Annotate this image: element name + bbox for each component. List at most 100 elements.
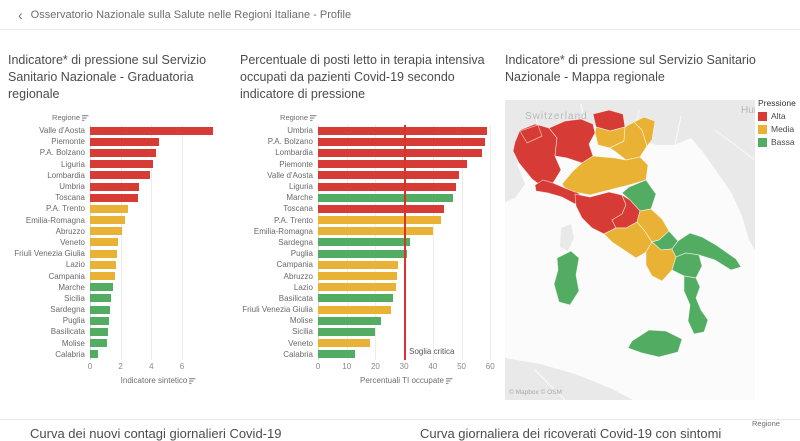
ranking-column-header[interactable]: Regione	[8, 113, 90, 122]
row-label[interactable]: Valle d'Aosta	[39, 126, 85, 136]
row-label[interactable]: Sicilia	[292, 327, 313, 337]
row-label[interactable]: Emilia-Romagna	[253, 226, 313, 236]
bar[interactable]	[318, 350, 356, 359]
bar[interactable]	[90, 193, 138, 202]
row-label[interactable]: Veneto	[288, 338, 313, 348]
row-label[interactable]: Umbria	[59, 182, 85, 192]
row-label[interactable]: Marche	[286, 193, 313, 203]
bar[interactable]	[90, 272, 115, 281]
bar[interactable]	[90, 148, 156, 157]
map-region-sardegna[interactable]	[553, 250, 580, 306]
sort-icon[interactable]	[445, 377, 454, 385]
legend-item[interactable]: Bassa	[758, 137, 800, 147]
row-label[interactable]: P.A. Trento	[46, 204, 85, 214]
row-label[interactable]: Veneto	[60, 237, 85, 247]
bar[interactable]	[318, 238, 410, 247]
bar[interactable]	[318, 182, 456, 191]
bar[interactable]	[318, 160, 468, 169]
sort-icon[interactable]	[310, 114, 318, 122]
bar[interactable]	[318, 227, 433, 236]
bar[interactable]	[318, 126, 488, 135]
row-label[interactable]: Molise	[61, 338, 85, 348]
bar[interactable]	[318, 305, 392, 314]
bar[interactable]	[318, 339, 370, 348]
bar[interactable]	[90, 249, 117, 258]
row-label[interactable]: Lazio	[65, 260, 85, 270]
row-label[interactable]: Toscana	[283, 204, 313, 214]
row-label[interactable]: Umbria	[287, 126, 313, 136]
bar[interactable]	[90, 339, 107, 348]
bar[interactable]	[90, 216, 126, 225]
bar[interactable]	[318, 216, 442, 225]
row-label[interactable]: Friuli Venezia Giulia	[242, 305, 313, 315]
row-label[interactable]: Basilicata	[278, 293, 313, 303]
icu-column-header[interactable]: Regione	[240, 113, 318, 122]
bar[interactable]	[318, 283, 396, 292]
bar[interactable]	[90, 294, 112, 303]
bar[interactable]	[318, 316, 382, 325]
bar[interactable]	[90, 171, 150, 180]
bar[interactable]	[318, 137, 485, 146]
bar[interactable]	[90, 350, 98, 359]
map-region-lombardia[interactable]	[548, 118, 596, 164]
row-label[interactable]: Puglia	[62, 316, 85, 326]
row-label[interactable]: Toscana	[55, 193, 85, 203]
map-region-calabria[interactable]	[683, 275, 709, 335]
sort-icon[interactable]	[82, 114, 90, 122]
bar[interactable]	[90, 238, 118, 247]
map-region-emilia-romagna[interactable]	[561, 155, 649, 196]
row-label[interactable]: Abruzzo	[283, 271, 313, 281]
critical-threshold-line[interactable]	[404, 125, 407, 361]
row-label[interactable]: Basilicata	[50, 327, 85, 337]
bar[interactable]	[90, 305, 110, 314]
row-label[interactable]: P.A. Bolzano	[267, 137, 313, 147]
row-label[interactable]: Friuli Venezia Giulia	[14, 249, 85, 259]
bar[interactable]	[318, 148, 482, 157]
icu-axis-label[interactable]: Percentuali TI occupate	[318, 376, 496, 385]
bar[interactable]	[90, 260, 117, 269]
row-label[interactable]: Liguria	[288, 182, 313, 192]
row-label[interactable]: Lombardia	[47, 170, 85, 180]
row-label[interactable]: Abruzzo	[55, 226, 85, 236]
row-label[interactable]: Liguria	[60, 159, 85, 169]
bar[interactable]	[318, 193, 453, 202]
bar[interactable]	[90, 182, 140, 191]
row-label[interactable]: Sardegna	[50, 305, 85, 315]
row-label[interactable]: Sicilia	[64, 293, 85, 303]
row-label[interactable]: Lombardia	[275, 148, 313, 158]
bar[interactable]	[90, 327, 109, 336]
legend-item[interactable]: Media	[758, 124, 800, 134]
row-label[interactable]: Calabria	[55, 349, 85, 359]
row-label[interactable]: Calabria	[283, 349, 313, 359]
row-label[interactable]: Puglia	[290, 249, 313, 259]
bar[interactable]	[90, 137, 159, 146]
row-label[interactable]: Campania	[276, 260, 313, 270]
bar[interactable]	[90, 283, 113, 292]
map-region-friuli-venezia-giulia[interactable]	[633, 116, 656, 147]
row-label[interactable]: Campania	[48, 271, 85, 281]
row-label[interactable]: Piemonte	[51, 137, 85, 147]
ranking-axis-label[interactable]: Indicatore sintetico	[90, 376, 228, 385]
row-label[interactable]: Lazio	[293, 282, 313, 292]
map-region-basilicata[interactable]	[671, 252, 703, 279]
row-label[interactable]: Valle d'Aosta	[267, 170, 313, 180]
legend-item[interactable]: Alta	[758, 111, 800, 121]
bar[interactable]	[318, 260, 399, 269]
row-label[interactable]: Piemonte	[279, 159, 313, 169]
bar[interactable]	[318, 171, 459, 180]
bar[interactable]	[318, 272, 397, 281]
bar[interactable]	[318, 204, 445, 213]
bar[interactable]	[318, 249, 407, 258]
row-label[interactable]: Marche	[58, 282, 85, 292]
bar[interactable]	[90, 316, 110, 325]
sort-icon[interactable]	[189, 377, 197, 385]
back-chevron-icon[interactable]: ‹	[18, 6, 23, 23]
map-region-sicilia[interactable]	[627, 329, 683, 358]
row-label[interactable]: P.A. Bolzano	[39, 148, 85, 158]
map-region-valle-d-aosta[interactable]	[519, 124, 543, 144]
bar[interactable]	[90, 204, 129, 213]
row-label[interactable]: P.A. Trento	[274, 215, 313, 225]
row-label[interactable]: Sardegna	[278, 237, 313, 247]
row-label[interactable]: Molise	[289, 316, 313, 326]
bar[interactable]	[90, 227, 123, 236]
